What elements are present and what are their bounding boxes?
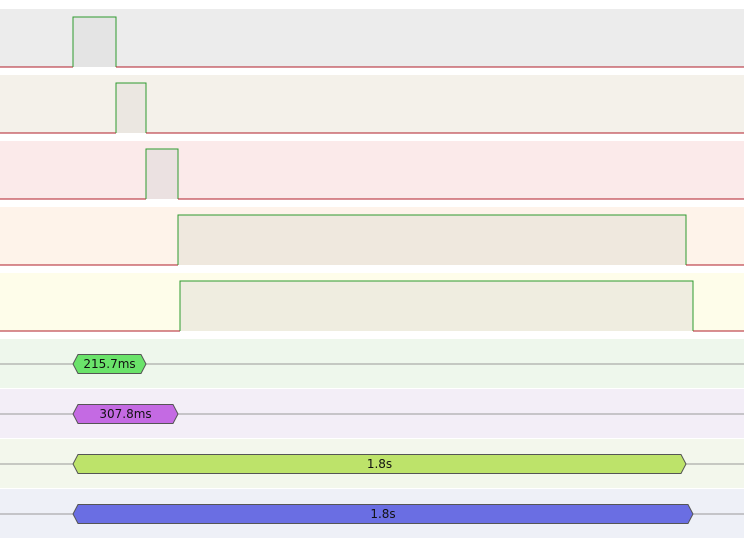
signal-4-row <box>0 207 744 266</box>
signal-1-pulse-fill <box>73 17 116 67</box>
signal-1-row <box>0 9 744 68</box>
bus-1-label: 215.7ms <box>83 357 135 371</box>
bus-4-label: 1.8s <box>370 507 395 521</box>
signal-2-pulse-fill <box>116 83 146 133</box>
signal-2-high-line <box>115 82 147 133</box>
signal-1-high-line <box>72 16 117 67</box>
signal-5-high-line <box>179 280 694 331</box>
bus-rows: 215.7ms 307.8ms 1.8s 1.8s <box>0 339 744 538</box>
bus-2-label: 307.8ms <box>99 407 151 421</box>
bus-1-value-shape <box>72 354 147 374</box>
bus-2-value-shape <box>72 404 179 424</box>
bus-2-row: 307.8ms <box>0 389 744 438</box>
bus-4-value-shape <box>72 504 694 524</box>
bus-3-value-shape <box>72 454 687 474</box>
bus-3-row: 1.8s <box>0 439 744 488</box>
signal-5-row <box>0 273 744 332</box>
signal-2-band <box>0 75 744 133</box>
signal-rows <box>0 9 744 332</box>
signal-2-row <box>0 75 744 134</box>
bus-3-label: 1.8s <box>367 457 392 471</box>
signal-4-high-line <box>177 214 687 265</box>
signal-3-pulse-fill <box>146 149 178 199</box>
signal-3-high-line <box>145 148 179 199</box>
signal-4-pulse-fill <box>178 215 686 265</box>
signal-3-band <box>0 141 744 199</box>
bus-1-row: 215.7ms <box>0 339 744 388</box>
signal-3-row <box>0 141 744 200</box>
signal-5-pulse-fill <box>180 281 693 331</box>
bus-4-row: 1.8s <box>0 489 744 538</box>
signal-1-band <box>0 9 744 67</box>
